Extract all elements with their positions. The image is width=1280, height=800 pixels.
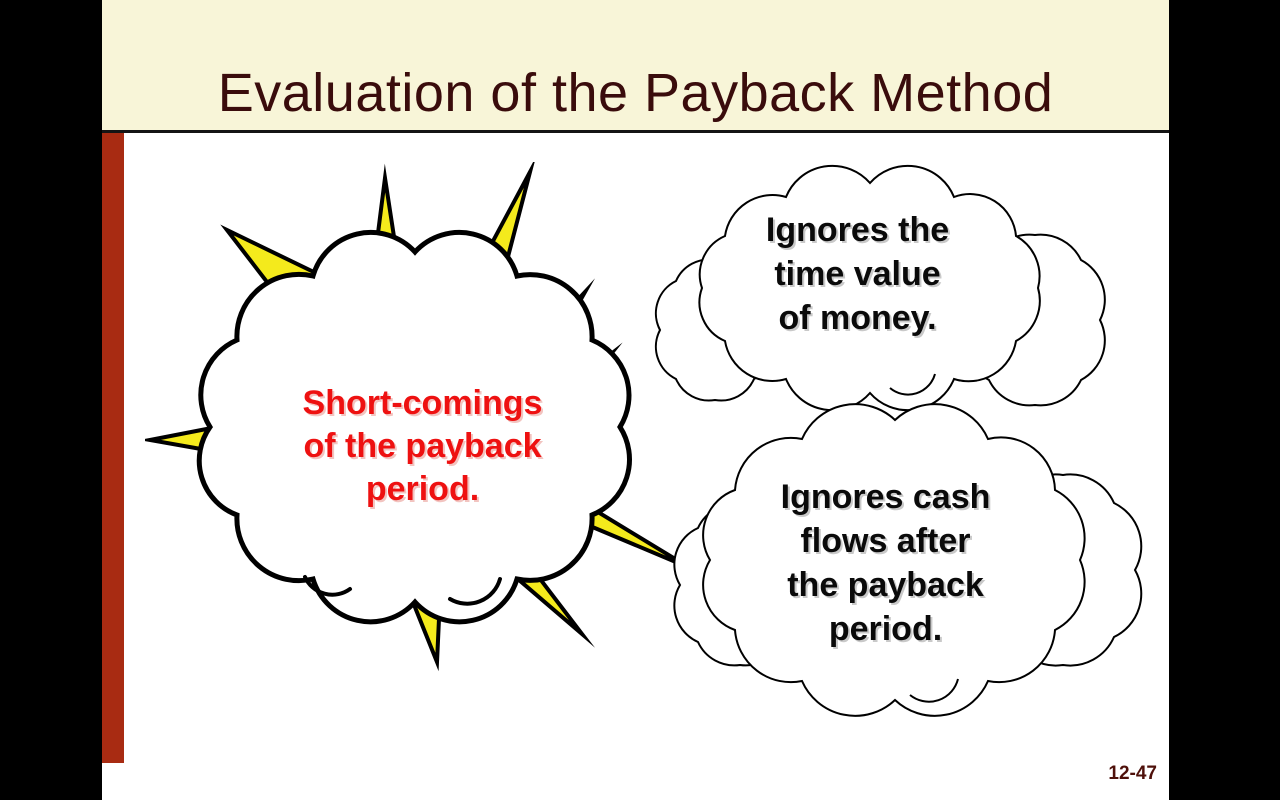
starburst-shape	[145, 162, 692, 672]
accent-bar	[102, 133, 124, 763]
title-band: Evaluation of the Payback Method	[102, 0, 1169, 133]
slide-title: Evaluation of the Payback Method	[217, 63, 1054, 123]
cloud-bottom-shape	[673, 403, 1143, 717]
cloud-top-shape	[654, 164, 1106, 412]
right-letterbox	[1169, 0, 1280, 800]
starburst-cloud-folds	[303, 575, 502, 606]
cloud-fold	[909, 678, 959, 703]
cloud-top-text: Ignores the time value of money.	[765, 211, 950, 337]
cloud-body	[698, 164, 1041, 412]
cloud-body	[702, 403, 1086, 717]
page-number: 12-47	[1108, 763, 1157, 784]
cloud-fold	[889, 373, 936, 396]
starburst-text: Short-comings of the payback period.	[302, 384, 543, 508]
cloud-bottom-text: Ignores cash flows after the payback per…	[780, 478, 991, 648]
left-letterbox	[0, 0, 102, 800]
starburst-cloud	[196, 229, 632, 625]
